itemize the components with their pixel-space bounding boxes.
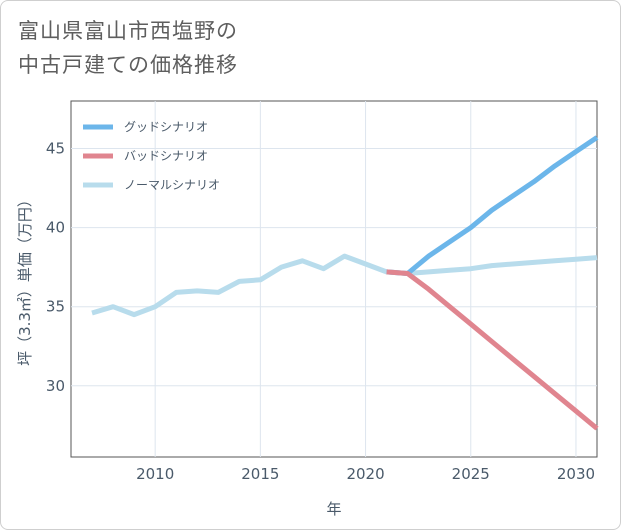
series-layer — [91, 135, 599, 431]
chart-title: 富山県富山市西塩野の 中古戸建ての価格推移 — [18, 14, 238, 82]
x-tick-label: 2020 — [346, 465, 384, 483]
grid — [71, 101, 597, 457]
chart-title-line-1: 富山県富山市西塩野の — [18, 19, 238, 43]
series-line-good — [386, 135, 599, 276]
chart-title-line-2: 中古戸建ての価格推移 — [18, 53, 238, 77]
y-tick-label: 35 — [46, 298, 65, 316]
plot-area — [70, 100, 598, 458]
legend-label-bad: バッドシナリオ — [124, 149, 208, 163]
series-line-bad — [386, 269, 599, 431]
x-axis-title: 年 — [326, 500, 341, 518]
x-tick-label: 2030 — [557, 465, 595, 483]
x-tick-label: 2025 — [452, 465, 490, 483]
y-axis-title: 坪（3.3㎡）単価（万円） — [16, 192, 34, 366]
y-tick-label: 40 — [46, 219, 65, 237]
y-tick-label: 45 — [46, 139, 65, 157]
x-tick-label: 2015 — [241, 465, 279, 483]
tick-labels: 2010 2015 2020 2025 2030 30 35 40 45 — [46, 139, 595, 483]
legend-label-good: グッドシナリオ — [124, 120, 208, 134]
y-tick-label: 30 — [46, 377, 65, 395]
legend-label-normal: ノーマルシナリオ — [124, 178, 220, 192]
x-tick-label: 2010 — [136, 465, 174, 483]
series-line-normal — [91, 253, 598, 318]
